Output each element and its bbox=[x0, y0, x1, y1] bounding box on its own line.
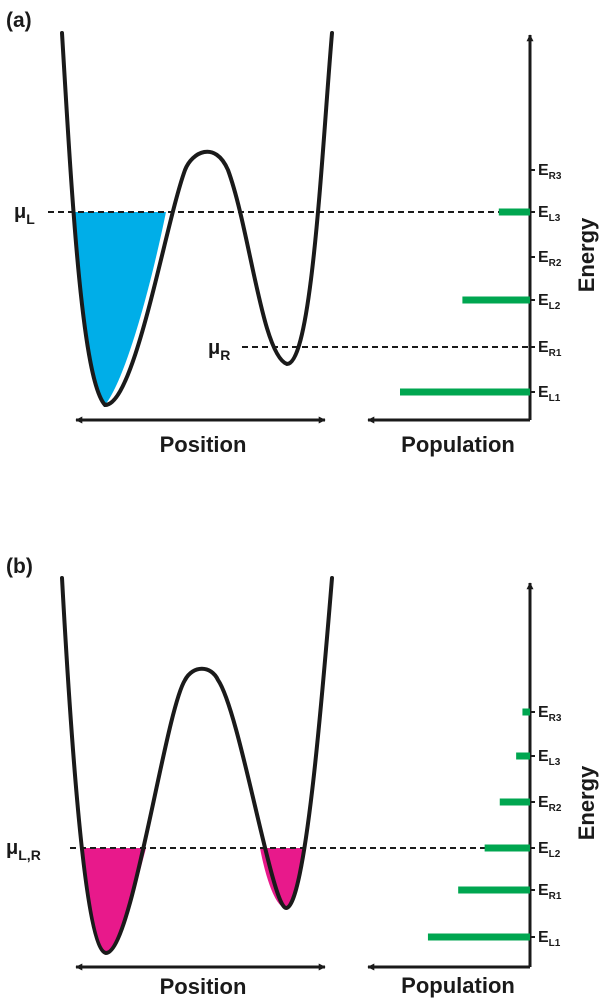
panel-b-mu-lr-label: μL,R bbox=[6, 837, 41, 863]
panel-a-level-l1-label: EL1 bbox=[538, 384, 561, 404]
panel-b-position-label: Position bbox=[160, 974, 247, 999]
panel-a-level-l1-population-bar bbox=[400, 388, 530, 396]
panel-b-level-l2-population-bar bbox=[484, 844, 530, 852]
panel-b-level-l3-population-bar bbox=[516, 752, 530, 760]
panel-b-population-label: Population bbox=[401, 973, 515, 998]
panel-b-level-l1-label: EL1 bbox=[538, 929, 561, 949]
panel-a-level-l2-label: EL2 bbox=[538, 292, 561, 312]
panel-a-left-well-fill bbox=[73, 212, 166, 405]
panel-a-level-l2-population-bar bbox=[462, 296, 530, 304]
panel-a: (a) μL μR Position Population Energy ER3… bbox=[6, 9, 599, 457]
panel-a-label: (a) bbox=[6, 9, 32, 32]
panel-a-mu-l-label: μL bbox=[14, 201, 35, 227]
panel-b-level-l2-label: EL2 bbox=[538, 840, 561, 860]
panel-b-level-r3-population-bar bbox=[522, 708, 530, 716]
panel-b-label: (b) bbox=[6, 555, 33, 578]
panel-b-energy-levels: ER3 EL3 ER2 EL2 ER1 EL1 bbox=[427, 704, 562, 949]
panel-a-mu-r-label: μR bbox=[208, 337, 230, 363]
panel-a-level-r2-label: ER2 bbox=[538, 249, 562, 269]
panel-b-level-r1-label: ER1 bbox=[538, 882, 562, 902]
panel-b-potential-curve bbox=[60, 576, 334, 956]
panel-b-energy-label: Energy bbox=[574, 765, 599, 840]
panel-b-level-l1-population-bar bbox=[427, 933, 530, 941]
panel-b-level-r2-population-bar bbox=[499, 798, 530, 806]
panel-a-level-l3-population-bar bbox=[498, 208, 530, 216]
panel-a-potential-curve bbox=[60, 31, 334, 408]
panel-a-population-label: Population bbox=[401, 432, 515, 457]
panel-b: (b) μL,R Position Population Energy ER3E… bbox=[6, 555, 599, 999]
panel-a-position-label: Position bbox=[160, 432, 247, 457]
panel-b-level-l3-label: EL3 bbox=[538, 748, 561, 768]
panel-a-energy-label: Energy bbox=[574, 217, 599, 292]
panel-a-level-l3-label: EL3 bbox=[538, 204, 561, 224]
panel-b-left-well-fill bbox=[82, 848, 146, 953]
panel-b-level-r3-label: ER3 bbox=[538, 704, 562, 724]
panel-b-level-r2-label: ER2 bbox=[538, 794, 562, 814]
panel-b-level-r1-population-bar bbox=[458, 886, 530, 894]
panel-a-level-r3-label: ER3 bbox=[538, 162, 562, 182]
panel-a-level-r1-label: ER1 bbox=[538, 339, 562, 359]
panel-a-energy-levels: ER3 EL3 ER2 EL2 ER1 EL1 bbox=[400, 162, 562, 404]
